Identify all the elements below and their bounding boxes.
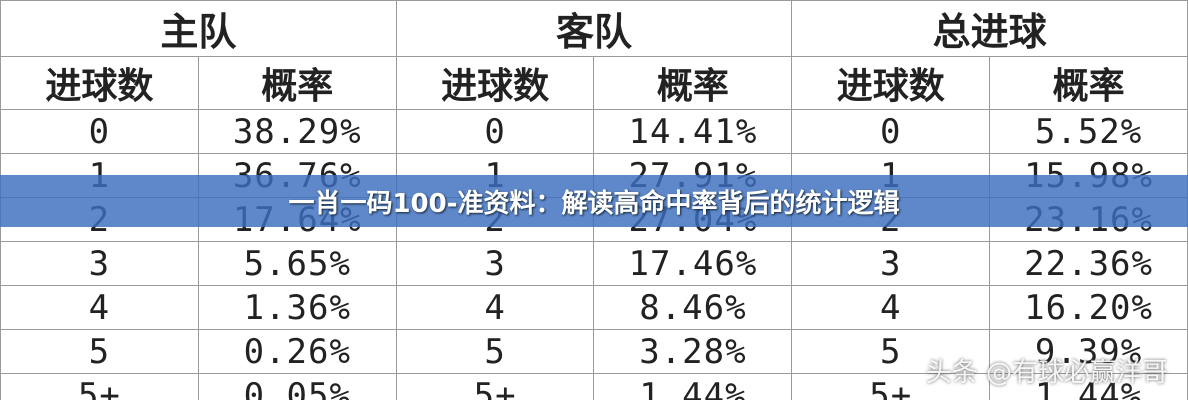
probability-cell: 1.44% [989, 373, 1188, 400]
goals-cell: 5+ [0, 373, 199, 400]
group-header: 主队 [0, 0, 397, 57]
probability-cell: 14.41% [593, 109, 793, 154]
probability-cell: 38.29% [197, 109, 397, 154]
probability-cell: 16.20% [989, 285, 1188, 330]
sub-header: 进球数 [791, 56, 991, 110]
data-row: 5 0.26% 5 3.28% 5 9.39% [0, 329, 1188, 374]
data-row: 4 1.36% 4 8.46% 4 16.20% [0, 285, 1188, 330]
goals-cell: 4 [395, 285, 595, 330]
probability-cell: 8.46% [593, 285, 793, 330]
goals-cell: 5+ [791, 373, 991, 400]
banner-title: 一肖一码100-准资料：解读高命中率背后的统计逻辑 [288, 188, 900, 219]
goals-cell: 3 [791, 241, 991, 286]
goals-cell: 3 [0, 241, 199, 286]
sub-header: 概率 [989, 56, 1188, 110]
sub-header: 概率 [197, 56, 397, 110]
sub-header: 进球数 [395, 56, 595, 110]
goals-cell: 5 [791, 329, 991, 374]
watermark: 头条 @有球必赢洋哥 [925, 358, 1168, 388]
probability-cell: 1.44% [593, 373, 793, 400]
goals-cell: 0 [395, 109, 595, 154]
goals-cell: 4 [791, 285, 991, 330]
data-row: 0 38.29% 0 14.41% 0 5.52% [0, 109, 1188, 154]
probability-cell: 22.36% [989, 241, 1188, 286]
data-row: 5+ 0.05% 5+ 1.44% 5+ 1.44% [0, 373, 1188, 400]
probability-cell: 17.46% [593, 241, 793, 286]
group-header-row: 主队 客队 总进球 [0, 0, 1188, 57]
group-header: 客队 [395, 0, 793, 57]
goals-cell: 5 [0, 329, 199, 374]
sub-header: 进球数 [0, 56, 199, 110]
goals-cell: 4 [0, 285, 199, 330]
goals-cell: 3 [395, 241, 595, 286]
probability-cell: 5.52% [989, 109, 1188, 154]
probability-cell: 0.05% [197, 373, 397, 400]
goals-cell: 0 [791, 109, 991, 154]
probability-cell: 0.26% [197, 329, 397, 374]
goals-cell: 5 [395, 329, 595, 374]
sub-header: 概率 [593, 56, 793, 110]
probability-cell: 5.65% [197, 241, 397, 286]
probability-cell: 1.36% [197, 285, 397, 330]
probability-cell: 3.28% [593, 329, 793, 374]
banner: 一肖一码100-准资料：解读高命中率背后的统计逻辑 [0, 175, 1188, 227]
group-header: 总进球 [791, 0, 1188, 57]
sub-header-row: 进球数 概率 进球数 概率 进球数 概率 [0, 56, 1188, 110]
goals-cell: 5+ [395, 373, 595, 400]
goals-cell: 0 [0, 109, 199, 154]
data-row: 3 5.65% 3 17.46% 3 22.36% [0, 241, 1188, 286]
